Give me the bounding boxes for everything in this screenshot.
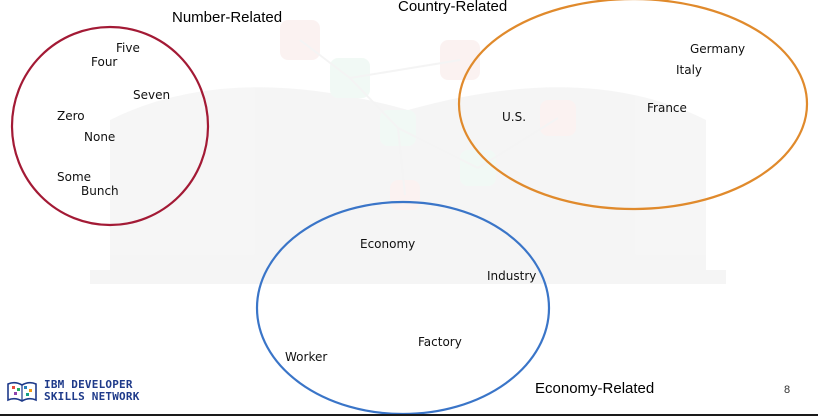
page-number: 8 — [784, 384, 791, 396]
word-italy: Italy — [676, 63, 703, 77]
economy-cluster-ellipse — [255, 200, 551, 416]
word-some: Some — [57, 170, 92, 184]
ibm-skills-network-logo: IBM DEVELOPER SKILLS NETWORK — [6, 376, 140, 406]
word-bunch: Bunch — [81, 184, 119, 198]
word-seven: Seven — [133, 88, 171, 102]
word-factory: Factory — [418, 335, 462, 349]
word-zero: Zero — [57, 109, 85, 123]
logo-text-line2: SKILLS NETWORK — [44, 390, 140, 403]
word-five: Five — [116, 41, 140, 55]
word-germany: Germany — [690, 42, 746, 56]
number-cluster-ellipse — [10, 25, 210, 227]
logo-text: IBM DEVELOPER SKILLS NETWORK — [44, 379, 140, 403]
word-france: France — [647, 101, 687, 115]
country-group-title: Country-Related — [398, 0, 508, 15]
word-four: Four — [91, 55, 118, 69]
word-worker: Worker — [285, 350, 328, 364]
number-group-title: Number-Related — [172, 9, 283, 26]
logo-text-line1: IBM DEVELOPER — [44, 378, 133, 391]
country-cluster-ellipse — [457, 0, 809, 211]
economy-group-title: Economy-Related — [535, 380, 655, 397]
word-none: None — [84, 130, 116, 144]
word-us: U.S. — [502, 110, 527, 124]
word-industry: Industry — [487, 269, 537, 283]
ibm-skills-network-logo-icon — [7, 381, 37, 402]
word-economy: Economy — [360, 237, 416, 251]
bottom-border — [0, 414, 818, 416]
